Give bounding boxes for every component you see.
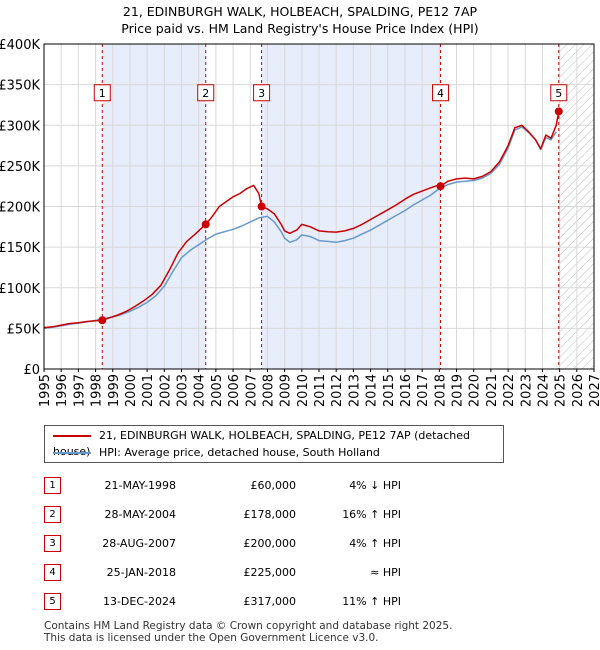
x-tick-label: 2022 <box>502 374 517 407</box>
footer-licence: This data is licensed under the Open Gov… <box>44 632 379 644</box>
x-tick-label: 2019 <box>451 374 466 407</box>
sale-marker-box <box>550 84 568 102</box>
title-line-2: Price paid vs. HM Land Registry's House … <box>121 21 479 36</box>
x-tick-label: 2012 <box>330 374 345 407</box>
x-tick-label: 2010 <box>296 374 311 407</box>
x-tick-label: 2001 <box>141 374 156 407</box>
sale-price: £225,000 <box>243 566 297 579</box>
x-tick-label: 2023 <box>519 374 534 407</box>
sale-marker-label: 1 <box>99 87 106 100</box>
sale-marker-label: 2 <box>202 87 209 100</box>
y-tick-label: £350K <box>0 79 40 94</box>
x-tick-label: 2016 <box>399 374 414 407</box>
sale-date: 28-AUG-2007 <box>102 537 176 550</box>
sales-table: 1 21-MAY-1998 £60,000 4% ↓ HPI 2 28-MAY-… <box>44 471 401 616</box>
sale-point <box>98 316 107 325</box>
x-tick-label: 2000 <box>124 374 139 407</box>
sale-marker-box <box>253 84 271 102</box>
sale-marker-box <box>93 84 111 102</box>
sale-price: £178,000 <box>243 508 297 521</box>
property-series-line <box>44 110 562 329</box>
table-row: 4 25-JAN-2018 £225,000 ≈ HPI <box>44 558 401 587</box>
sale-marker-label: 3 <box>258 87 265 100</box>
y-tick-label: £150K <box>0 241 40 256</box>
x-tick-label: 1998 <box>90 374 105 407</box>
sale-point <box>436 182 445 191</box>
chart-legend: 21, EDINBURGH WALK, HOLBEACH, SPALDING, … <box>44 425 504 463</box>
price-chart: 1 2 3 4 5 £0 £50K £100K £150K £200K £250K £300K £35… <box>0 38 600 407</box>
sale-marker-label: 5 <box>555 87 562 100</box>
sale-marker-badge: 4 <box>44 564 61 581</box>
hpi-series-line <box>44 126 557 330</box>
sale-hpi-comparison: 16% ↑ HPI <box>342 508 401 521</box>
x-tick-label: 2021 <box>485 374 500 407</box>
footer-copyright: Contains HM Land Registry data © Crown c… <box>44 620 453 632</box>
legend-swatch-red <box>53 435 91 437</box>
sale-hpi-comparison: 11% ↑ HPI <box>342 595 401 608</box>
x-tick-label: 2011 <box>313 374 328 407</box>
x-tick-label: 2003 <box>176 374 191 407</box>
sale-point <box>257 202 266 211</box>
x-tick-label: 2027 <box>588 374 600 407</box>
x-tick-label: 2008 <box>261 374 276 407</box>
legend-swatch-blue <box>53 452 91 454</box>
x-tick-label: 2017 <box>416 374 431 407</box>
x-tick-label: 2004 <box>193 374 208 407</box>
sale-marker-badge: 1 <box>44 477 61 494</box>
sale-marker-badge: 3 <box>44 535 61 552</box>
x-tick-label: 2005 <box>210 374 225 407</box>
sale-hpi-comparison: 4% ↓ HPI <box>349 479 401 492</box>
sale-marker-badge: 2 <box>44 506 61 523</box>
table-row: 5 13-DEC-2024 £317,000 11% ↑ HPI <box>44 587 401 616</box>
x-tick-label: 2013 <box>347 374 362 407</box>
table-row: 2 28-MAY-2004 £178,000 16% ↑ HPI <box>44 500 401 529</box>
y-tick-label: £100K <box>0 282 40 297</box>
x-tick-label: 1997 <box>72 374 87 407</box>
title-line-1: 21, EDINBURGH WALK, HOLBEACH, SPALDING, … <box>122 4 478 19</box>
sale-price: £60,000 <box>250 479 297 492</box>
sale-date: 13-DEC-2024 <box>102 595 176 608</box>
legend-label-property: 21, EDINBURGH WALK, HOLBEACH, SPALDING, … <box>53 429 471 458</box>
x-tick-label: 1999 <box>107 374 122 407</box>
y-tick-label: £0 <box>23 363 40 378</box>
x-tick-label: 2014 <box>365 374 380 407</box>
x-tick-label: 2020 <box>468 374 483 407</box>
sale-date: 21-MAY-1998 <box>104 479 176 492</box>
sale-date: 25-JAN-2018 <box>106 566 176 579</box>
x-tick-label: 2009 <box>279 374 294 407</box>
sale-hpi-comparison: 4% ↑ HPI <box>349 537 401 550</box>
x-tick-label: 2015 <box>382 374 397 407</box>
y-tick-label: £250K <box>0 160 40 175</box>
x-tick-label: 1996 <box>55 374 70 407</box>
sale-price: £317,000 <box>243 595 297 608</box>
sale-marker-label: 4 <box>437 87 444 100</box>
chart-title: 21, EDINBURGH WALK, HOLBEACH, SPALDING, … <box>0 3 600 37</box>
x-tick-label: 2018 <box>433 374 448 407</box>
table-row: 1 21-MAY-1998 £60,000 4% ↓ HPI <box>44 471 401 500</box>
x-tick-label: 2002 <box>158 374 173 407</box>
y-tick-label: £200K <box>0 201 40 216</box>
sale-hpi-comparison: ≈ HPI <box>370 566 401 579</box>
x-tick-label: 2025 <box>554 374 569 407</box>
sale-marker-box <box>432 84 450 102</box>
legend-item-hpi: HPI: Average price, detached house, Sout… <box>53 445 380 461</box>
x-tick-label: 2006 <box>227 374 242 407</box>
x-tick-label: 1995 <box>38 374 53 407</box>
table-row: 3 28-AUG-2007 £200,000 4% ↑ HPI <box>44 529 401 558</box>
y-tick-label: £400K <box>0 38 40 53</box>
x-tick-label: 2024 <box>536 374 551 407</box>
sale-marker-badge: 5 <box>44 593 61 610</box>
sale-marker-box <box>197 84 215 102</box>
sale-price: £200,000 <box>243 537 297 550</box>
x-tick-label: 2007 <box>244 374 259 407</box>
sale-point <box>201 220 210 229</box>
x-tick-label: 2026 <box>571 374 586 407</box>
footer-attribution: Contains HM Land Registry data © Crown c… <box>44 620 452 644</box>
sale-date: 28-MAY-2004 <box>104 508 176 521</box>
legend-item-property: 21, EDINBURGH WALK, HOLBEACH, SPALDING, … <box>53 428 503 458</box>
legend-label-hpi: HPI: Average price, detached house, Sout… <box>99 446 380 459</box>
y-tick-label: £50K <box>7 322 41 337</box>
y-tick-label: £300K <box>0 119 40 134</box>
sale-point <box>554 107 563 116</box>
